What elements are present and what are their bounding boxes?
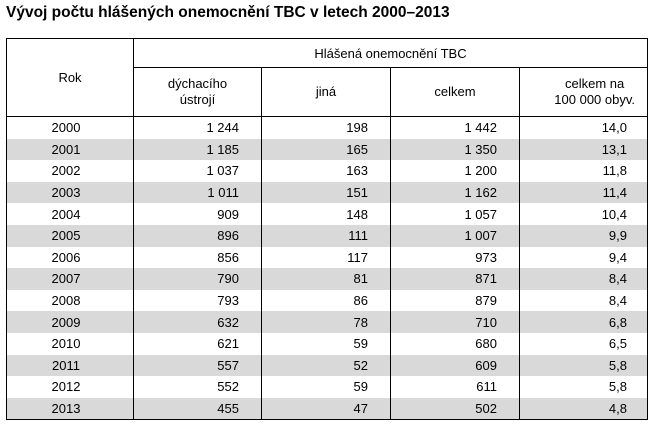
cell-year: 2007	[6, 268, 134, 290]
header-line: ústrojí	[179, 92, 216, 107]
cell-dychaci-ustroji: 632	[133, 311, 262, 333]
cell-dychaci-ustroji: 793	[133, 289, 262, 312]
column-header-per-100k: celkem na 100 000 obyv.	[519, 67, 648, 117]
cell-celkem: 1 350	[390, 138, 520, 161]
cell-year: 2005	[6, 224, 134, 247]
cell-year: 2003	[6, 181, 134, 204]
column-header-rok: Rok	[6, 38, 134, 117]
cell-year: 2001	[6, 138, 134, 161]
cell-per-100k: 4,8	[519, 397, 648, 421]
tbc-table: Rok Hlášená onemocnění TBC dýchacího úst…	[6, 38, 648, 421]
cell-year: 2000	[6, 116, 134, 139]
header-line: celkem na	[565, 76, 625, 91]
table-title: Vývoj počtu hlášených onemocnění TBC v l…	[6, 4, 450, 21]
cell-per-100k: 6,5	[519, 332, 648, 355]
cell-per-100k: 9,4	[519, 246, 648, 269]
table-row: 2009 632 78 710 6,8	[6, 311, 648, 333]
cell-year: 2002	[6, 160, 134, 182]
table-row: 2005 896 111 1 007 9,9	[6, 224, 648, 247]
cell-dychaci-ustroji: 896	[133, 224, 262, 247]
cell-celkem: 1 057	[390, 203, 520, 225]
cell-celkem: 871	[390, 268, 520, 290]
cell-dychaci-ustroji: 909	[133, 203, 262, 225]
cell-dychaci-ustroji: 790	[133, 268, 262, 290]
cell-per-100k: 8,4	[519, 268, 648, 290]
column-header-dychaci-ustroji: dýchacího ústrojí	[133, 67, 262, 117]
cell-per-100k: 11,8	[519, 160, 648, 182]
cell-per-100k: 8,4	[519, 289, 648, 312]
table-row: 2012 552 59 611 5,8	[6, 376, 648, 398]
cell-jina: 59	[261, 332, 391, 355]
header-line: dýchacího	[167, 76, 228, 91]
cell-jina: 59	[261, 376, 391, 398]
table-row: 2011 557 52 609 5,8	[6, 354, 648, 377]
cell-dychaci-ustroji: 1 011	[133, 181, 262, 204]
cell-per-100k: 14,0	[519, 116, 648, 139]
cell-celkem: 680	[390, 332, 520, 355]
table-row: 2007 790 81 871 8,4	[6, 268, 648, 290]
cell-dychaci-ustroji: 1 185	[133, 138, 262, 161]
cell-per-100k: 5,8	[519, 354, 648, 377]
cell-dychaci-ustroji: 856	[133, 246, 262, 269]
cell-year: 2009	[6, 311, 134, 333]
cell-celkem: 502	[390, 397, 520, 421]
cell-jina: 81	[261, 268, 391, 290]
cell-year: 2012	[6, 376, 134, 398]
cell-celkem: 973	[390, 246, 520, 269]
cell-per-100k: 13,1	[519, 138, 648, 161]
cell-jina: 78	[261, 311, 391, 333]
cell-year: 2008	[6, 289, 134, 312]
table-row: 2001 1 185 165 1 350 13,1	[6, 138, 648, 161]
cell-dychaci-ustroji: 621	[133, 332, 262, 355]
cell-celkem: 710	[390, 311, 520, 333]
cell-per-100k: 10,4	[519, 203, 648, 225]
cell-celkem: 879	[390, 289, 520, 312]
cell-jina: 86	[261, 289, 391, 312]
cell-jina: 163	[261, 160, 391, 182]
cell-per-100k: 9,9	[519, 224, 648, 247]
column-header-jina: jiná	[261, 67, 391, 117]
cell-celkem: 1 007	[390, 224, 520, 247]
cell-year: 2006	[6, 246, 134, 269]
cell-celkem: 1 442	[390, 116, 520, 139]
column-group-header: Hlášená onemocnění TBC	[133, 38, 648, 68]
cell-jina: 148	[261, 203, 391, 225]
cell-celkem: 1 162	[390, 181, 520, 204]
cell-year: 2011	[6, 354, 134, 377]
table-row: 2002 1 037 163 1 200 11,8	[6, 160, 648, 182]
cell-dychaci-ustroji: 1 244	[133, 116, 262, 139]
cell-jina: 198	[261, 116, 391, 139]
table-row: 2004 909 148 1 057 10,4	[6, 203, 648, 225]
header-line: 100 000 obyv.	[554, 92, 635, 107]
cell-dychaci-ustroji: 557	[133, 354, 262, 377]
table-row: 2003 1 011 151 1 162 11,4	[6, 181, 648, 204]
header-line-block: celkem na 100 000 obyv.	[554, 76, 635, 108]
cell-year: 2004	[6, 203, 134, 225]
cell-dychaci-ustroji: 552	[133, 376, 262, 398]
cell-jina: 165	[261, 138, 391, 161]
table-row: 2000 1 244 198 1 442 14,0	[6, 116, 648, 139]
column-header-celkem: celkem	[390, 67, 520, 117]
table-row: 2010 621 59 680 6,5	[6, 332, 648, 355]
cell-celkem: 611	[390, 376, 520, 398]
table-body: 2000 1 244 198 1 442 14,0 2001 1 185 165 1 350 13…	[6, 116, 648, 421]
cell-per-100k: 5,8	[519, 376, 648, 398]
cell-dychaci-ustroji: 1 037	[133, 160, 262, 182]
cell-dychaci-ustroji: 455	[133, 397, 262, 421]
cell-jina: 111	[261, 224, 391, 247]
cell-celkem: 609	[390, 354, 520, 377]
table-row: 2006 856 117 973 9,4	[6, 246, 648, 269]
cell-celkem: 1 200	[390, 160, 520, 182]
table-row: 2013 455 47 502 4,8	[6, 397, 648, 421]
cell-jina: 151	[261, 181, 391, 204]
table-row: 2008 793 86 879 8,4	[6, 289, 648, 312]
cell-per-100k: 11,4	[519, 181, 648, 204]
cell-year: 2013	[6, 397, 134, 421]
cell-jina: 47	[261, 397, 391, 421]
cell-per-100k: 6,8	[519, 311, 648, 333]
cell-year: 2010	[6, 332, 134, 355]
cell-jina: 117	[261, 246, 391, 269]
cell-jina: 52	[261, 354, 391, 377]
